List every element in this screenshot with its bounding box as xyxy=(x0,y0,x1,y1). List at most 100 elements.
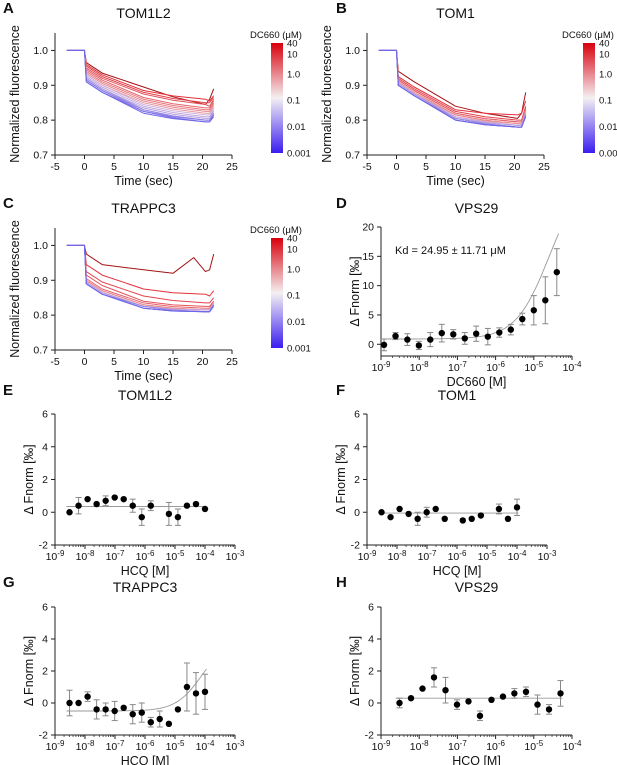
data-point xyxy=(156,715,163,723)
data-point xyxy=(120,495,127,503)
x-tick-label: 10-8 xyxy=(410,360,429,374)
data-point xyxy=(468,515,475,522)
data-point xyxy=(93,500,100,508)
x-tick-label: 20 xyxy=(509,161,521,173)
y-tick-label: 0.8 xyxy=(33,115,48,127)
data-point xyxy=(453,701,461,708)
x-tick-label: 10 xyxy=(450,161,462,173)
x-tick-label: 10-4 xyxy=(196,739,215,753)
colorbar-tick-label: 0.001 xyxy=(287,149,311,160)
colorbar-tick-label: 0.01 xyxy=(599,122,617,133)
data-point xyxy=(441,515,448,522)
x-tick-label: 10-9 xyxy=(372,739,391,753)
colorbar xyxy=(583,43,595,153)
data-point xyxy=(378,509,385,516)
data-point xyxy=(488,696,495,703)
colorbar-tick-label: 40 xyxy=(287,39,298,50)
series-line xyxy=(378,49,527,128)
panel-h: H VPS29 -2 0 2 4 6 10-9 10-8 10-7 10-6 10-5 10-4 HCQ … xyxy=(336,574,582,765)
panel-f: F TOM1 -2 0 2 4 6 10-9 10-8 10-7 10-6 10-5 10-4 10-3 H… xyxy=(334,382,557,578)
x-axis-label: HCQ [M] xyxy=(121,564,170,578)
data-point xyxy=(201,688,209,695)
panel-label: E xyxy=(3,382,13,399)
chart-title: VPS29 xyxy=(455,579,499,595)
data-point xyxy=(415,342,423,349)
y-tick-label: 0.7 xyxy=(345,150,360,162)
data-point xyxy=(84,495,91,503)
data-point xyxy=(430,674,438,681)
x-tick-label: -5 xyxy=(50,161,59,173)
x-tick-label: 15 xyxy=(479,161,491,173)
x-tick-label: 25 xyxy=(226,161,238,173)
data-point xyxy=(405,510,412,518)
y-tick-label: 15 xyxy=(362,251,374,263)
colorbar-tick-label: 0.1 xyxy=(287,96,300,107)
y-tick-label: 6 xyxy=(354,409,360,421)
panel-label: H xyxy=(336,574,347,591)
x-tick-label: 10-4 xyxy=(196,549,215,563)
colorbar-tick-label: 10 xyxy=(287,50,298,61)
chart-title: TRAPPC3 xyxy=(113,579,178,595)
data-point xyxy=(380,341,388,349)
colorbar-tick-label: 10 xyxy=(599,50,610,61)
y-tick-label: 1.0 xyxy=(33,240,48,252)
panel-label: A xyxy=(3,0,14,17)
chart-title: TOM1L2 xyxy=(118,387,172,403)
y-tick-label: 0 xyxy=(368,698,374,710)
x-tick-label: 15 xyxy=(167,356,179,368)
colorbar-title: DC660 (μM) xyxy=(250,225,302,236)
data-point xyxy=(504,515,512,522)
data-point xyxy=(404,336,411,343)
y-tick-label: 4 xyxy=(368,634,374,646)
y-tick-label: 2 xyxy=(368,666,374,678)
x-tick-label: 5 xyxy=(423,161,429,173)
data-point xyxy=(419,685,426,692)
y-tick-label: 0 xyxy=(42,698,48,710)
x-tick-label: 10 xyxy=(138,356,150,368)
y-tick-label: 5 xyxy=(368,309,374,321)
panel-label: G xyxy=(3,574,15,591)
x-tick-label: 25 xyxy=(538,161,550,173)
panel-c: C TRAPPC3 0.7 0.8 0.9 1.0 -5 0 5 10 15 20 25 Time (se… xyxy=(3,195,311,383)
y-axis-label: Δ Fnorm [‰] xyxy=(22,636,36,706)
colorbar-tick-label: 1.0 xyxy=(287,69,300,80)
colorbar-tick-label: 0.1 xyxy=(599,96,612,107)
x-tick-label: 10-5 xyxy=(478,549,497,563)
y-axis-label: Δ Fnorm [‰] xyxy=(348,256,362,326)
data-point xyxy=(174,513,182,521)
data-point xyxy=(442,687,449,694)
panel-label: C xyxy=(3,195,14,212)
y-tick-label: 0.9 xyxy=(33,275,48,287)
series-line xyxy=(66,244,215,307)
y-tick-label: 2 xyxy=(42,666,48,678)
data-point xyxy=(387,513,394,521)
x-tick-label: 10-8 xyxy=(388,549,407,563)
series-line xyxy=(378,49,527,128)
x-tick-label: 10-8 xyxy=(76,549,95,563)
x-tick-label: 10-7 xyxy=(106,739,125,753)
y-tick-label: 4 xyxy=(354,441,360,453)
x-tick-label: 10-5 xyxy=(524,360,543,374)
data-point xyxy=(66,509,73,516)
data-point xyxy=(423,509,430,516)
x-tick-label: 10-6 xyxy=(448,549,467,563)
x-tick-label: 5 xyxy=(111,161,117,173)
colorbar-tick-label: 0.01 xyxy=(287,122,306,133)
panel-g: G TRAPPC3 -2 0 2 4 6 10-9 10-8 10-7 10-6 10-5 10-4 10… xyxy=(3,574,245,765)
data-point xyxy=(407,695,415,702)
colorbar-tick-label: 40 xyxy=(599,39,610,50)
x-tick-label: -5 xyxy=(362,161,371,173)
x-axis-label: Time (sec) xyxy=(426,174,485,188)
colorbar-tick-label: 40 xyxy=(287,234,298,245)
y-tick-label: -2 xyxy=(39,540,48,552)
data-point xyxy=(461,335,468,342)
x-tick-label: 10-3 xyxy=(538,549,557,563)
series-line xyxy=(66,244,215,274)
y-tick-label: 6 xyxy=(42,409,48,421)
series-line xyxy=(378,49,527,128)
x-tick-label: 20 xyxy=(197,356,209,368)
y-tick-label: -2 xyxy=(365,730,374,742)
x-tick-label: 10-6 xyxy=(486,360,505,374)
x-tick-label: 0 xyxy=(82,161,88,173)
x-tick-label: 10-6 xyxy=(136,739,155,753)
